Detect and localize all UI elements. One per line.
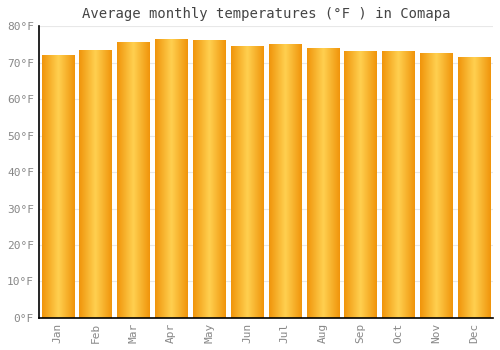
Title: Average monthly temperatures (°F ) in Comapa: Average monthly temperatures (°F ) in Co… bbox=[82, 7, 450, 21]
